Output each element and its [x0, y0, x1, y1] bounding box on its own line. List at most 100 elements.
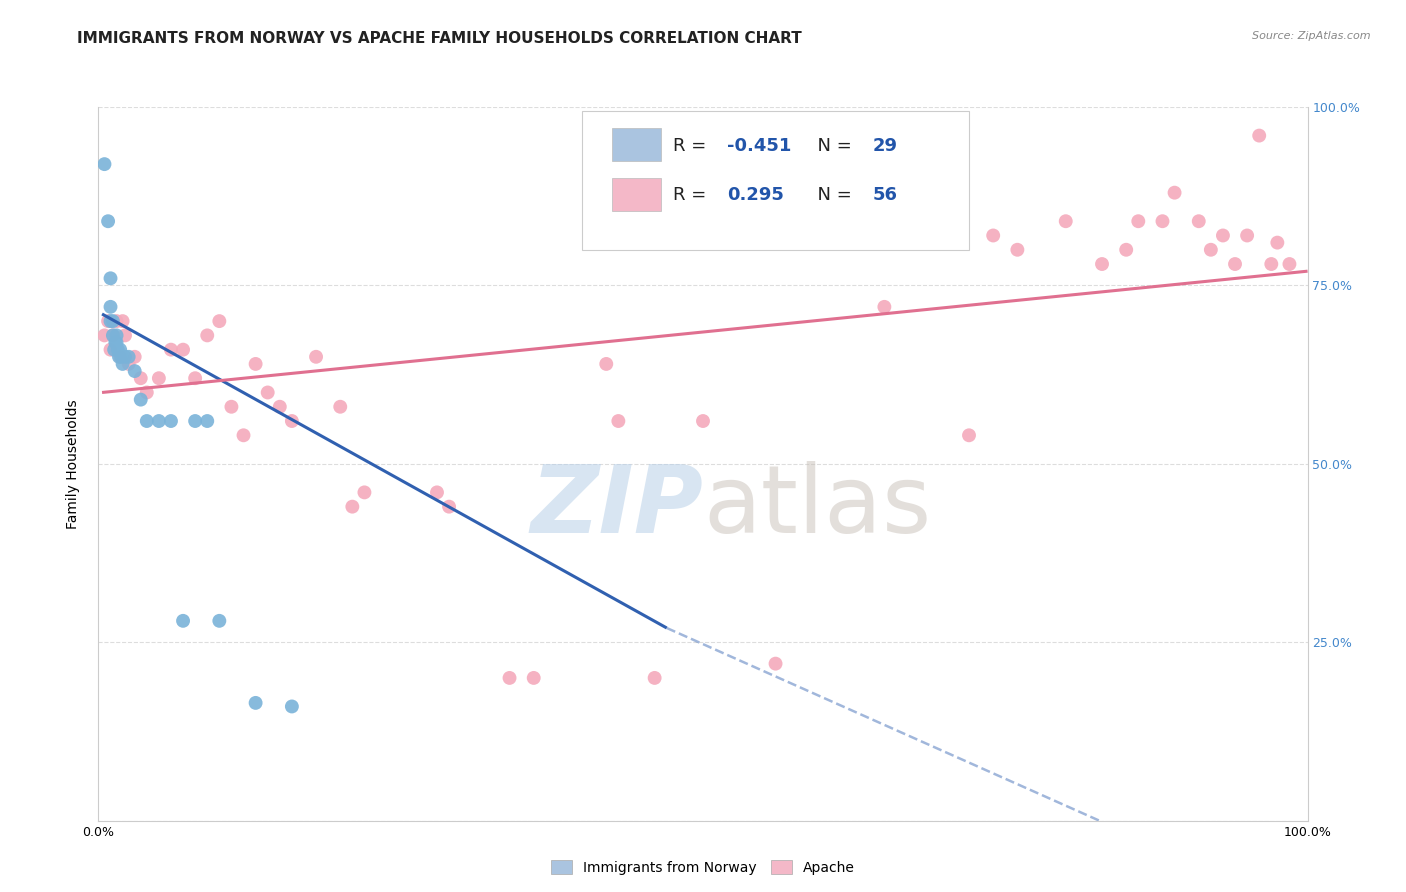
Point — [523, 671, 546, 685]
Point — [101, 314, 124, 328]
Point — [93, 157, 115, 171]
Point — [208, 614, 231, 628]
Point — [148, 414, 170, 428]
Point — [208, 314, 231, 328]
Point — [1249, 128, 1271, 143]
Point — [100, 314, 122, 328]
Point — [184, 371, 207, 385]
Point — [108, 343, 131, 357]
Point — [426, 485, 449, 500]
Point — [172, 343, 194, 357]
Point — [105, 335, 128, 350]
Legend: Immigrants from Norway, Apache: Immigrants from Norway, Apache — [546, 855, 860, 880]
Point — [195, 414, 218, 428]
Text: 56: 56 — [872, 186, 897, 203]
Point — [118, 350, 141, 364]
Point — [105, 328, 128, 343]
Point — [108, 350, 131, 364]
Point — [111, 357, 134, 371]
Text: atlas: atlas — [703, 460, 931, 553]
Point — [160, 343, 183, 357]
Point — [107, 343, 129, 357]
Point — [595, 357, 617, 371]
Point — [100, 300, 122, 314]
Point — [135, 385, 157, 400]
Point — [118, 357, 141, 371]
Y-axis label: Family Households: Family Households — [66, 399, 80, 529]
Text: R =: R = — [672, 137, 711, 155]
Point — [221, 400, 243, 414]
Point — [607, 414, 630, 428]
Point — [101, 328, 124, 343]
Text: IMMIGRANTS FROM NORWAY VS APACHE FAMILY HOUSEHOLDS CORRELATION CHART: IMMIGRANTS FROM NORWAY VS APACHE FAMILY … — [77, 31, 801, 46]
Point — [873, 300, 896, 314]
Point — [1223, 257, 1246, 271]
Point — [245, 696, 267, 710]
Point — [1152, 214, 1174, 228]
Point — [232, 428, 254, 442]
Text: Source: ZipAtlas.com: Source: ZipAtlas.com — [1253, 31, 1371, 41]
Point — [644, 671, 666, 685]
Point — [1054, 214, 1077, 228]
Point — [114, 328, 136, 343]
Point — [103, 343, 125, 357]
Point — [114, 350, 136, 364]
Point — [100, 271, 122, 285]
Point — [765, 657, 787, 671]
Text: R =: R = — [672, 186, 711, 203]
Point — [148, 371, 170, 385]
Point — [269, 400, 291, 414]
Point — [1128, 214, 1150, 228]
Point — [97, 314, 120, 328]
Point — [1091, 257, 1114, 271]
Text: 29: 29 — [872, 137, 897, 155]
Point — [124, 350, 146, 364]
Point — [437, 500, 460, 514]
Point — [135, 414, 157, 428]
FancyBboxPatch shape — [613, 128, 661, 161]
Point — [93, 328, 115, 343]
Text: ZIP: ZIP — [530, 460, 703, 553]
Point — [124, 364, 146, 378]
FancyBboxPatch shape — [582, 111, 969, 250]
Point — [353, 485, 375, 500]
Point — [981, 228, 1004, 243]
Point — [1236, 228, 1258, 243]
Point — [1212, 228, 1234, 243]
Point — [305, 350, 328, 364]
Point — [281, 699, 304, 714]
Point — [97, 214, 120, 228]
Point — [129, 371, 152, 385]
Point — [110, 350, 132, 364]
Point — [1260, 257, 1282, 271]
Point — [957, 428, 980, 442]
Point — [104, 335, 127, 350]
Text: N =: N = — [806, 186, 858, 203]
Point — [245, 357, 267, 371]
FancyBboxPatch shape — [613, 178, 661, 211]
Point — [281, 414, 304, 428]
Point — [256, 385, 278, 400]
Point — [1115, 243, 1137, 257]
Point — [129, 392, 152, 407]
Point — [1188, 214, 1211, 228]
Point — [1199, 243, 1222, 257]
Point — [1278, 257, 1301, 271]
Text: -0.451: -0.451 — [727, 137, 792, 155]
Point — [100, 343, 122, 357]
Point — [342, 500, 364, 514]
Point — [105, 314, 128, 328]
Point — [692, 414, 714, 428]
Point — [184, 414, 207, 428]
Point — [101, 328, 124, 343]
Point — [160, 414, 183, 428]
Point — [1163, 186, 1185, 200]
Point — [108, 350, 131, 364]
Text: N =: N = — [806, 137, 858, 155]
Point — [329, 400, 352, 414]
Point — [1007, 243, 1029, 257]
Point — [111, 314, 134, 328]
Point — [195, 328, 218, 343]
Text: 0.295: 0.295 — [727, 186, 785, 203]
Point — [1267, 235, 1289, 250]
